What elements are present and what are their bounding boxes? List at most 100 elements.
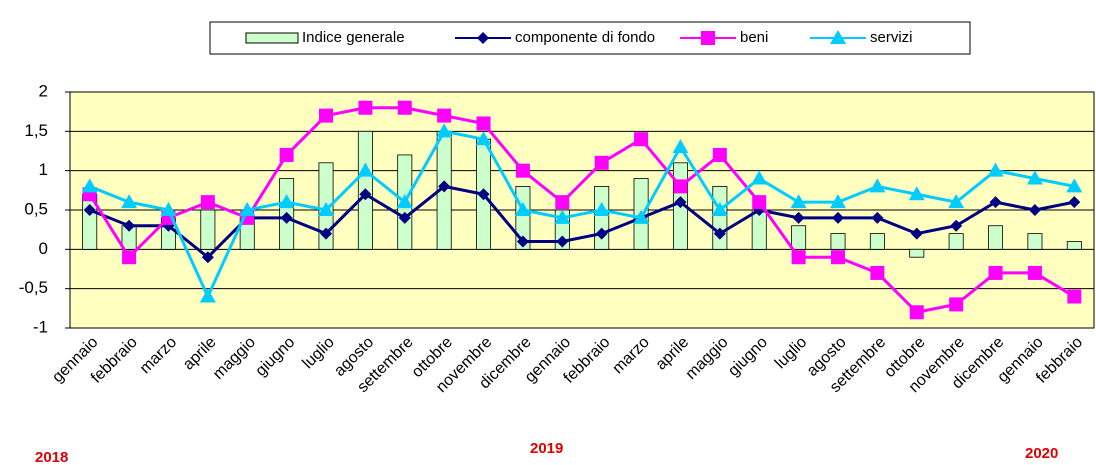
- marker: [199, 288, 216, 303]
- marker: [516, 235, 529, 248]
- y-tick-label: 1: [39, 160, 48, 179]
- legend-label: beni: [740, 29, 768, 46]
- marker: [950, 219, 963, 232]
- plot-border: [69, 91, 1095, 329]
- y-tick-label: 1,5: [24, 121, 48, 140]
- marker: [318, 202, 334, 216]
- marker: [201, 251, 214, 264]
- x-tick-label: maggio: [210, 334, 259, 383]
- marker: [357, 162, 374, 177]
- marker: [123, 219, 136, 232]
- marker: [713, 227, 726, 240]
- marker: [280, 211, 293, 224]
- x-tick-label: marzo: [609, 334, 653, 378]
- marker: [475, 131, 492, 146]
- marker: [515, 163, 530, 178]
- y-tick-label: -0,5: [19, 278, 48, 297]
- marker: [792, 211, 805, 224]
- marker: [595, 227, 608, 240]
- bar: [988, 225, 1004, 250]
- marker: [1068, 196, 1081, 209]
- marker: [673, 179, 688, 194]
- y-tick-label: 0,5: [24, 199, 48, 218]
- marker: [556, 235, 569, 248]
- marker: [1067, 289, 1082, 304]
- legend-label: servizi: [870, 29, 913, 46]
- year-label: 2018: [35, 449, 68, 465]
- marker: [830, 30, 846, 44]
- bar: [909, 248, 925, 258]
- marker: [909, 305, 924, 320]
- marker: [711, 202, 728, 216]
- marker: [672, 139, 689, 154]
- marker: [712, 147, 727, 162]
- marker: [674, 196, 687, 209]
- marker: [910, 227, 923, 240]
- bar: [948, 233, 964, 250]
- marker: [397, 100, 412, 115]
- marker: [831, 250, 845, 265]
- marker: [514, 202, 531, 216]
- y-tick-label: -1: [33, 317, 48, 336]
- bar: [712, 185, 728, 250]
- year-label: 2020: [1025, 445, 1058, 462]
- marker: [987, 162, 1004, 177]
- y-tick-label: 0: [39, 239, 48, 258]
- marker: [988, 265, 1003, 280]
- marker: [791, 250, 806, 265]
- marker: [790, 194, 807, 209]
- bar: [200, 209, 216, 250]
- marker: [239, 202, 256, 216]
- legend-label: componente di fondo: [515, 29, 655, 46]
- marker: [949, 297, 964, 312]
- marker: [396, 194, 413, 209]
- marker: [908, 186, 925, 201]
- marker: [1028, 204, 1041, 216]
- marker: [555, 195, 570, 210]
- bar: [791, 225, 807, 250]
- marker: [358, 100, 373, 115]
- marker: [871, 211, 884, 224]
- marker: [83, 204, 96, 216]
- marker: [477, 32, 489, 44]
- x-tick-label: marzo: [137, 334, 181, 378]
- marker: [121, 194, 138, 209]
- marker: [948, 194, 965, 209]
- marker: [477, 188, 490, 201]
- x-tick-label: giugno: [252, 334, 298, 380]
- marker: [989, 196, 1002, 209]
- y-tick-label: 2: [39, 81, 48, 100]
- marker: [554, 209, 571, 224]
- marker: [438, 180, 451, 193]
- year-label: 2019: [530, 440, 563, 457]
- marker: [398, 211, 411, 224]
- legend-label: Indice generale: [302, 29, 405, 46]
- marker: [870, 265, 885, 280]
- marker: [320, 227, 332, 240]
- marker: [752, 195, 767, 210]
- marker: [436, 123, 453, 138]
- bar: [594, 185, 610, 250]
- marker: [319, 108, 333, 123]
- marker: [359, 188, 372, 201]
- marker: [869, 178, 886, 193]
- marker: [437, 108, 452, 123]
- x-tick-label: giugno: [725, 334, 771, 380]
- bar: [830, 233, 846, 250]
- marker: [633, 209, 650, 224]
- bar: [869, 233, 885, 250]
- marker: [701, 31, 715, 45]
- marker: [81, 178, 98, 193]
- marker: [122, 250, 137, 265]
- marker: [279, 147, 294, 162]
- marker: [832, 211, 844, 224]
- marker: [160, 202, 177, 216]
- bar: [1066, 241, 1082, 250]
- x-tick-label: maggio: [683, 334, 732, 383]
- marker: [751, 170, 768, 185]
- bar: [1027, 233, 1043, 250]
- marker: [200, 195, 215, 210]
- marker: [634, 132, 649, 147]
- marker: [593, 202, 610, 216]
